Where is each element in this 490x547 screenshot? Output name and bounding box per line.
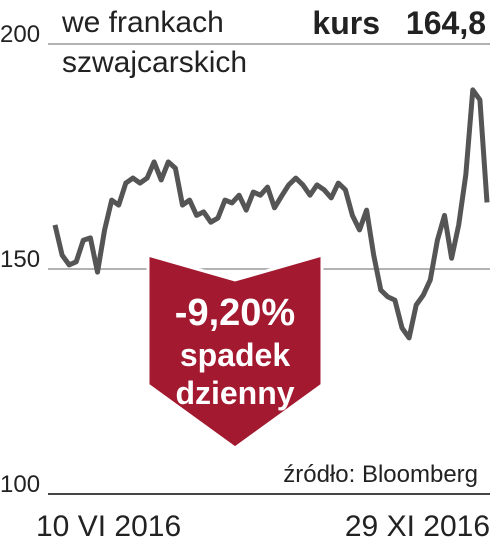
badge — [146, 253, 324, 450]
line — [52, 87, 490, 341]
y-tick-label: 200 — [0, 21, 40, 48]
badge-text: -9,20% — [175, 292, 295, 334]
badge-text: spadek — [180, 337, 290, 373]
y-tick-label: 150 — [0, 246, 40, 273]
title-line: szwajcarskich — [62, 46, 247, 79]
price-value: 164,8 — [406, 5, 486, 41]
source: źródło: Bloomberg — [283, 461, 478, 488]
badge-text: dzienny — [175, 375, 294, 411]
price-label: kurs — [312, 5, 380, 41]
title-line: we frankach — [61, 6, 224, 39]
y-tick-label: 100 — [0, 471, 40, 498]
x-tick-label: 29 XI 2016 — [345, 510, 490, 543]
x-tick-label: 10 VI 2016 — [36, 510, 181, 543]
